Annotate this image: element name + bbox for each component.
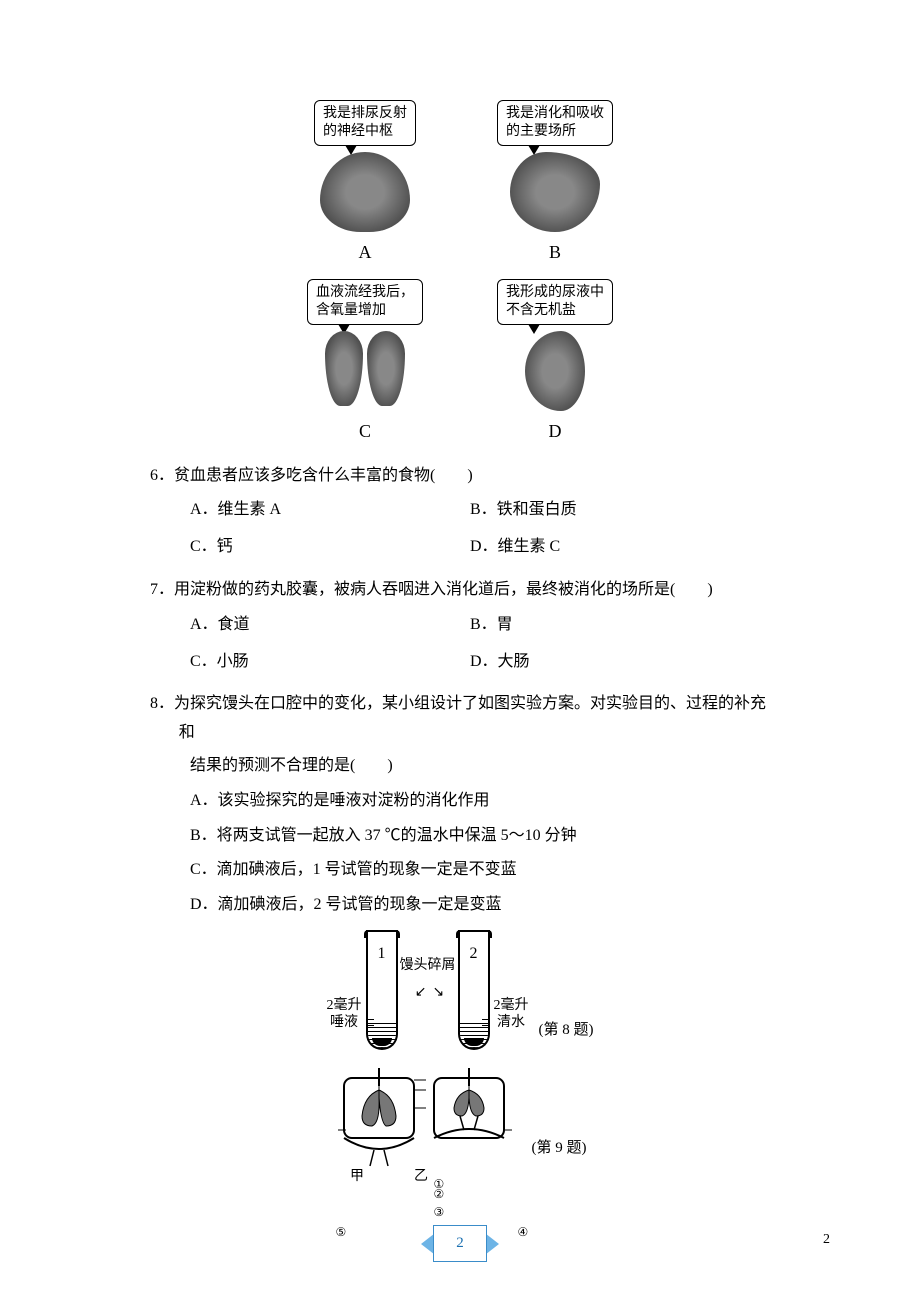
figure-9: ① ② ③ ⑤ ④ (第 9 题) xyxy=(334,1068,587,1168)
bell-jar-diagram-icon xyxy=(334,1068,514,1168)
label-text: 2毫升 xyxy=(327,998,362,1015)
test-tubes-row: 2毫升 唾液 1 馒头碎屑 ↙ ↘ 2 xyxy=(327,930,594,1050)
speech-bubble-d: 我形成的尿液中 不含无机盐 xyxy=(497,279,613,325)
brain-icon xyxy=(320,152,410,232)
tube1-left-label: 2毫升 唾液 xyxy=(327,998,362,1050)
option-8b: B．将两支试管一起放入 37 ℃的温水中保温 5～10 分钟 xyxy=(190,822,770,851)
bubble-text: 不含无机盐 xyxy=(506,302,604,320)
figure-8: 2毫升 唾液 1 馒头碎屑 ↙ ↘ 2 xyxy=(150,930,770,1189)
option-8a: A．该实验探究的是唾液对淀粉的消化作用 xyxy=(190,787,770,816)
page-ribbon-icon: 2 xyxy=(421,1225,499,1262)
label-text: 清水 xyxy=(494,1015,529,1032)
bubble-text: 的神经中枢 xyxy=(323,123,407,141)
bubble-text: 我是消化和吸收 xyxy=(506,105,604,123)
option-6d: D．维生素 C xyxy=(470,533,750,562)
bubble-text: 我是排尿反射 xyxy=(323,105,407,123)
tube-1-number: 1 xyxy=(368,940,396,969)
organ-label-d: D xyxy=(549,415,562,447)
option-8c: C．滴加碘液后，1 号试管的现象一定是不变蓝 xyxy=(190,856,770,885)
tube-2-number: 2 xyxy=(460,940,488,969)
figure-9-caption: (第 9 题) xyxy=(532,1135,587,1168)
speech-bubble-b: 我是消化和吸收 的主要场所 xyxy=(497,100,613,146)
organ-block-c: 血液流经我后， 含氧量增加 C xyxy=(290,279,440,448)
lung-right-icon xyxy=(367,331,405,406)
tube2-right-label: 2毫升 清水 xyxy=(494,998,529,1050)
question-7-stem: 7．用淀粉做的药丸胶囊，被病人吞咽进入消化道后，最终被消化的场所是( ) xyxy=(150,576,770,605)
option-8d: D．滴加碘液后，2 号试管的现象一定是变蓝 xyxy=(190,891,770,920)
page-footer: 2 xyxy=(0,1225,920,1262)
organ-label-a: A xyxy=(359,236,372,268)
arrow-icon: ↙ ↘ xyxy=(415,980,440,1005)
organ-label-c: C xyxy=(359,415,371,447)
question-8-stem: 8．为探究馒头在口腔中的变化，某小组设计了如图实验方案。对实验目的、过程的补充和 xyxy=(150,690,770,748)
stomach-icon xyxy=(510,152,600,232)
mid-text: 馒头碎屑 xyxy=(400,953,456,978)
organ-diagram-row-2: 血液流经我后， 含氧量增加 C 我形成的尿液中 不含无机盐 D xyxy=(150,279,770,448)
tube-1-wrap: 1 xyxy=(366,930,398,1050)
label-text: 2毫升 xyxy=(494,998,529,1015)
bubble-text: 含氧量增加 xyxy=(316,302,414,320)
question-8-stem-line2: 结果的预测不合理的是( ) xyxy=(190,752,770,781)
organ-block-a: 我是排尿反射 的神经中枢 A xyxy=(290,100,440,269)
page-number-center: 2 xyxy=(433,1225,487,1262)
option-7a: A．食道 xyxy=(190,611,470,640)
test-tube-1-icon: 1 xyxy=(366,930,398,1050)
test-tube-2-icon: 2 xyxy=(458,930,490,1050)
question-6-options: A．维生素 A B．铁和蛋白质 C．钙 D．维生素 C xyxy=(190,496,770,562)
question-6-stem: 6．贫血患者应该多吃含什么丰富的食物( ) xyxy=(150,462,770,491)
speech-bubble-c: 血液流经我后， 含氧量增加 xyxy=(307,279,423,325)
figure-8-caption: (第 8 题) xyxy=(539,1017,594,1050)
bubble-text: 的主要场所 xyxy=(506,123,604,141)
option-7c: C．小肠 xyxy=(190,648,470,677)
speech-bubble-a: 我是排尿反射 的神经中枢 xyxy=(314,100,416,146)
label-text: 唾液 xyxy=(327,1015,362,1032)
option-6c: C．钙 xyxy=(190,533,470,562)
question-7-options: A．食道 B．胃 C．小肠 D．大肠 xyxy=(190,611,770,677)
option-6b: B．铁和蛋白质 xyxy=(470,496,750,525)
organ-block-b: 我是消化和吸收 的主要场所 B xyxy=(480,100,630,269)
option-6a: A．维生素 A xyxy=(190,496,470,525)
option-7d: D．大肠 xyxy=(470,648,750,677)
jar-label-right: 乙 xyxy=(414,1164,428,1189)
tube-2-wrap: 2 xyxy=(458,930,490,1050)
callout-3: ③ xyxy=(434,1202,445,1224)
bubble-text: 血液流经我后， xyxy=(316,284,414,302)
question-8-options: A．该实验探究的是唾液对淀粉的消化作用 B．将两支试管一起放入 37 ℃的温水中… xyxy=(190,787,770,920)
lung-left-icon xyxy=(325,331,363,406)
kidney-icon xyxy=(525,331,585,411)
jar-label-left: 甲 xyxy=(350,1164,364,1189)
organ-diagram-row-1: 我是排尿反射 的神经中枢 A 我是消化和吸收 的主要场所 B xyxy=(150,100,770,269)
lungs-icon xyxy=(320,331,410,411)
page-number-right: 2 xyxy=(823,1227,830,1252)
mid-label: 馒头碎屑 ↙ ↘ xyxy=(400,953,456,1027)
bubble-text: 我形成的尿液中 xyxy=(506,284,604,302)
organ-block-d: 我形成的尿液中 不含无机盐 D xyxy=(480,279,630,448)
organ-label-b: B xyxy=(549,236,561,268)
option-7b: B．胃 xyxy=(470,611,750,640)
